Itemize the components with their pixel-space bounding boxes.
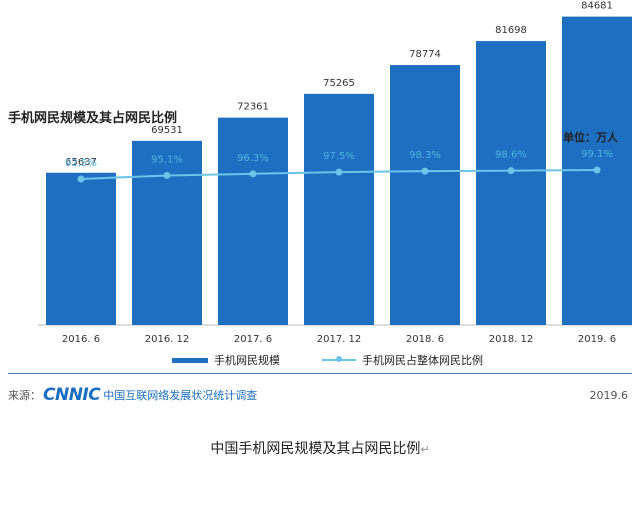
- cnnic-logo: CNNIC: [43, 385, 101, 405]
- x-tick-label: 2017. 6: [234, 334, 272, 345]
- ratio-value-label: 98.6%: [495, 150, 527, 161]
- bar-value-label: 69531: [151, 125, 183, 136]
- legend-line-swatch: [322, 356, 356, 362]
- x-tick-label: 2018. 6: [406, 334, 444, 345]
- ratio-point: [163, 171, 171, 179]
- ratio-value-label: 95.1%: [151, 154, 183, 165]
- source-line: 来源： CNNIC 中国互联网络发展状况统计调查: [8, 385, 257, 405]
- ratio-value-label: 92.5%: [65, 158, 97, 169]
- bar: [218, 117, 288, 325]
- bar: [46, 172, 116, 325]
- legend-line: 手机网民占整体网民比例: [322, 352, 483, 368]
- source-org: 中国互联网络发展状况统计调查: [103, 389, 258, 402]
- x-tick-label: 2018. 12: [489, 334, 534, 345]
- ratio-value-label: 96.3%: [237, 153, 269, 164]
- bar-value-label: 65637: [65, 157, 97, 168]
- figure-caption: 中国手机网民规模及其占网民比例↵: [0, 438, 640, 458]
- bar-value-label: 75265: [323, 78, 355, 89]
- chart-title: 手机网民规模及其占网民比例: [8, 111, 178, 126]
- unit-label: 单位：万人: [563, 131, 618, 144]
- caption-text: 中国手机网民规模及其占网民比例: [210, 441, 421, 457]
- bar: [390, 65, 460, 326]
- legend-bar: 手机网民规模: [172, 352, 280, 368]
- bar-value-label: 81698: [495, 25, 527, 36]
- footer-divider: [8, 373, 632, 374]
- source-prefix: 来源：: [8, 389, 41, 402]
- legend-line-label: 手机网民占整体网民比例: [362, 354, 483, 367]
- bar-value-label: 78774: [409, 49, 441, 60]
- ratio-point: [421, 167, 429, 175]
- ratio-point: [335, 168, 343, 176]
- bar: [132, 140, 202, 325]
- legend-bar-swatch: [172, 357, 208, 363]
- ratio-point: [249, 170, 257, 178]
- x-tick-label: 2016. 6: [62, 334, 100, 345]
- ratio-point: [507, 167, 515, 175]
- ratio-value-label: 97.5%: [323, 151, 355, 162]
- x-tick-label: 2019. 6: [578, 334, 616, 345]
- bar-value-label: 72361: [237, 102, 269, 113]
- bar: [476, 41, 546, 325]
- x-tick-label: 2017. 12: [317, 334, 362, 345]
- bar: [304, 93, 374, 326]
- return-mark-icon: ↵: [420, 443, 430, 456]
- x-tick-label: 2016. 12: [145, 334, 190, 345]
- ratio-value-label: 98.3%: [409, 150, 441, 161]
- ratio-value-label: 99.1%: [581, 149, 613, 160]
- legend-bar-label: 手机网民规模: [214, 354, 280, 367]
- source-date: 2019.6: [589, 389, 629, 402]
- bar-value-label: 84681: [581, 1, 613, 12]
- ratio-point: [593, 166, 601, 174]
- ratio-point: [77, 175, 85, 183]
